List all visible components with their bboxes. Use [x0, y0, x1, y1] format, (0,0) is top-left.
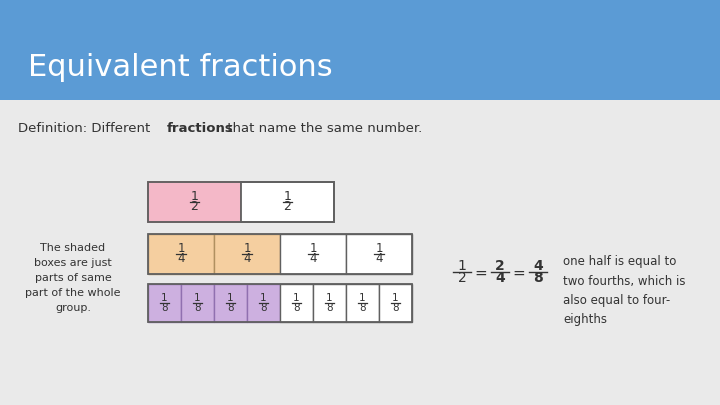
Text: 1: 1 [161, 293, 168, 303]
Text: 1: 1 [243, 243, 251, 256]
Text: 8: 8 [260, 303, 267, 313]
Text: 2: 2 [191, 200, 199, 213]
Bar [148, 234, 214, 274]
Text: 1: 1 [293, 293, 300, 303]
Bar [148, 182, 334, 222]
Text: The shaded
boxes are just
parts of same
part of the whole
group.: The shaded boxes are just parts of same … [25, 243, 121, 313]
Bar [0, 0, 720, 100]
Text: 8: 8 [293, 303, 300, 313]
Text: one half is equal to
two fourths, which is
also equal to four-
eighths: one half is equal to two fourths, which … [563, 255, 685, 326]
Bar [247, 284, 280, 322]
Bar [181, 284, 214, 322]
Bar [346, 284, 379, 322]
Text: 2: 2 [284, 200, 292, 213]
Text: 4: 4 [310, 252, 317, 266]
Text: 8: 8 [194, 303, 201, 313]
Bar [280, 284, 313, 322]
Text: 2: 2 [458, 271, 467, 285]
Text: 1: 1 [310, 243, 317, 256]
Text: Definition: Different: Definition: Different [18, 122, 155, 134]
Text: that name the same number.: that name the same number. [223, 122, 422, 134]
Text: 1: 1 [191, 190, 199, 203]
Bar [313, 284, 346, 322]
Text: Equivalent fractions: Equivalent fractions [28, 53, 333, 83]
Text: 4: 4 [533, 259, 543, 273]
Text: 8: 8 [533, 271, 543, 285]
Text: 8: 8 [392, 303, 399, 313]
Text: 8: 8 [359, 303, 366, 313]
Text: 1: 1 [228, 293, 234, 303]
Bar [148, 234, 412, 274]
Bar [148, 284, 181, 322]
Text: =: = [474, 266, 487, 281]
Text: 4: 4 [243, 252, 251, 266]
Text: 1: 1 [392, 293, 399, 303]
Text: 8: 8 [228, 303, 234, 313]
Bar [214, 284, 247, 322]
Text: 8: 8 [161, 303, 168, 313]
Bar [148, 284, 412, 322]
Bar [379, 284, 412, 322]
Text: 4: 4 [375, 252, 383, 266]
Text: 1: 1 [375, 243, 383, 256]
Bar [148, 182, 241, 222]
Text: 8: 8 [326, 303, 333, 313]
Text: 1: 1 [326, 293, 333, 303]
Text: 1: 1 [284, 190, 292, 203]
Text: 1: 1 [177, 243, 185, 256]
Text: 4: 4 [177, 252, 185, 266]
Bar [346, 234, 412, 274]
Text: 1: 1 [260, 293, 267, 303]
Text: fractions: fractions [167, 122, 234, 134]
Text: 1: 1 [458, 259, 467, 273]
Text: 4: 4 [495, 271, 505, 285]
Text: 1: 1 [194, 293, 201, 303]
Text: =: = [513, 266, 526, 281]
Bar [280, 234, 346, 274]
Bar [241, 182, 334, 222]
Text: 1: 1 [359, 293, 366, 303]
Text: 2: 2 [495, 259, 505, 273]
Bar [214, 234, 280, 274]
